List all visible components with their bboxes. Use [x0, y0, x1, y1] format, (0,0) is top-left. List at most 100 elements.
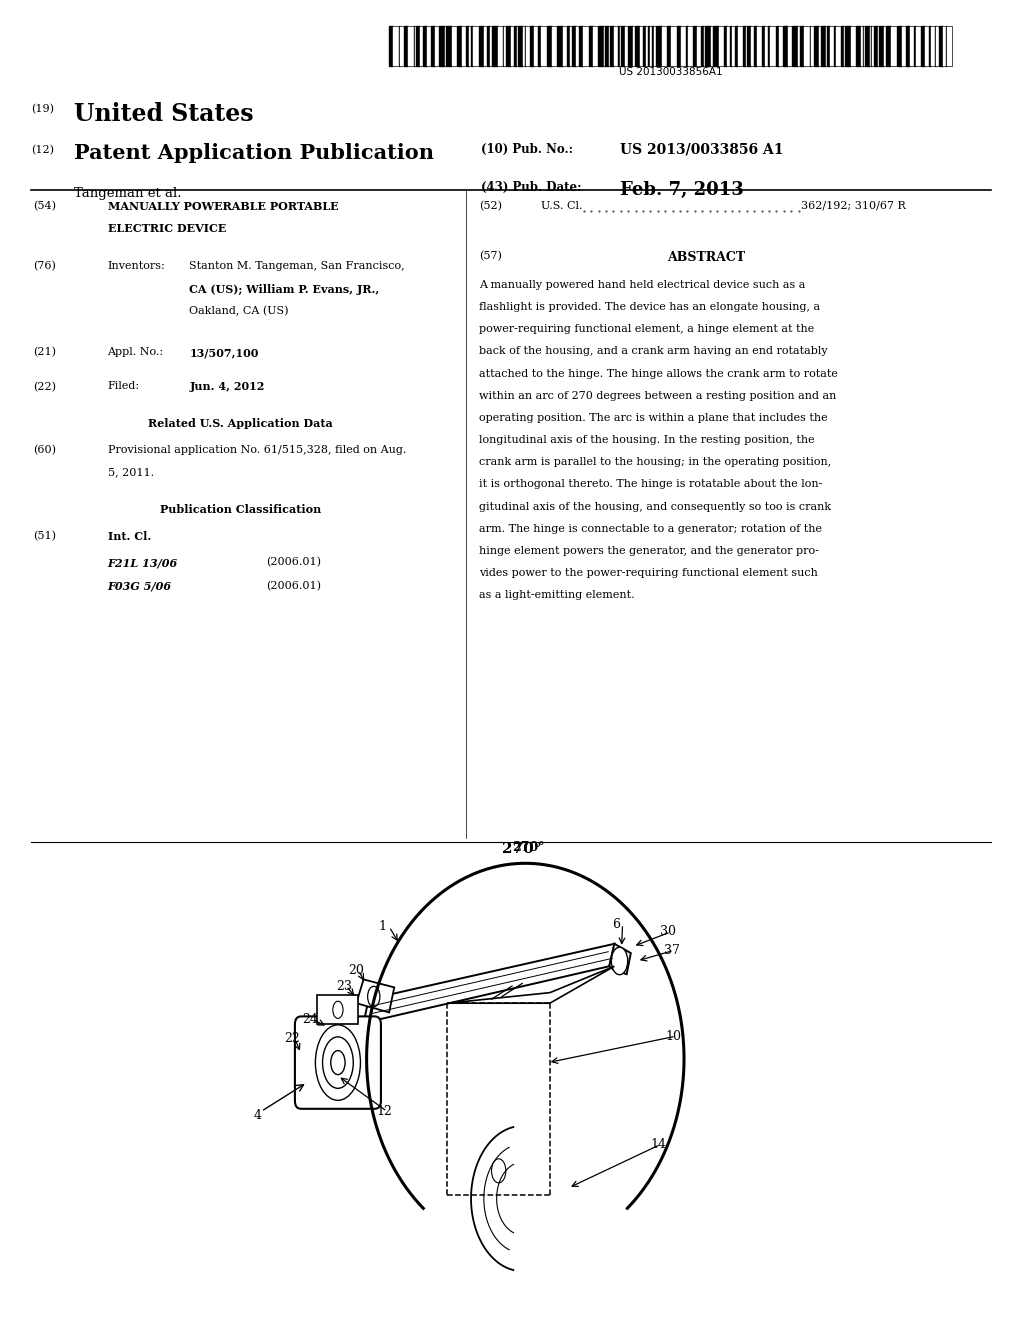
Bar: [885, 26, 886, 66]
Bar: [947, 26, 952, 66]
Text: (76): (76): [33, 261, 55, 272]
Bar: [605, 26, 609, 66]
Text: (60): (60): [33, 445, 55, 455]
Text: 37: 37: [664, 944, 680, 957]
Bar: [835, 26, 836, 66]
Bar: [415, 26, 417, 66]
Bar: [865, 26, 869, 66]
Bar: [845, 26, 851, 66]
Bar: [711, 26, 714, 66]
Polygon shape: [356, 979, 394, 1012]
Text: it is orthogonal thereto. The hinge is rotatable about the lon-: it is orthogonal thereto. The hinge is r…: [479, 479, 822, 490]
Bar: [486, 26, 489, 66]
Bar: [420, 26, 423, 66]
Bar: [567, 26, 569, 66]
Bar: [511, 26, 514, 66]
Bar: [498, 26, 503, 66]
Bar: [939, 26, 943, 66]
Text: (54): (54): [33, 201, 55, 211]
Bar: [389, 26, 393, 66]
Bar: [701, 26, 703, 66]
Bar: [863, 26, 864, 66]
Bar: [873, 26, 878, 66]
Text: Tangeman et al.: Tangeman et al.: [74, 187, 181, 201]
Bar: [653, 26, 656, 66]
Bar: [643, 26, 645, 66]
Bar: [503, 26, 505, 66]
Bar: [417, 26, 420, 66]
Bar: [435, 26, 439, 66]
Bar: [925, 26, 929, 66]
Bar: [514, 26, 517, 66]
Bar: [452, 26, 457, 66]
Bar: [819, 26, 820, 66]
Bar: [746, 26, 748, 66]
Text: (12): (12): [31, 145, 53, 156]
Ellipse shape: [492, 1159, 506, 1183]
Bar: [681, 26, 686, 66]
Bar: [572, 26, 577, 66]
Bar: [748, 26, 752, 66]
Bar: [677, 26, 681, 66]
Bar: [541, 26, 547, 66]
Text: (51): (51): [33, 531, 55, 541]
Ellipse shape: [333, 1001, 343, 1019]
Text: vides power to the power-requiring functional element such: vides power to the power-requiring funct…: [479, 568, 818, 578]
Bar: [444, 26, 446, 66]
Text: Stanton M. Tangeman, San Francisco,: Stanton M. Tangeman, San Francisco,: [189, 261, 406, 272]
Text: 20: 20: [348, 964, 365, 977]
Bar: [752, 26, 755, 66]
Bar: [584, 26, 589, 66]
Polygon shape: [447, 966, 614, 1003]
Bar: [693, 26, 697, 66]
Bar: [697, 26, 701, 66]
Bar: [879, 26, 885, 66]
Bar: [910, 26, 914, 66]
Bar: [427, 26, 431, 66]
Text: 270°: 270°: [512, 841, 545, 854]
Bar: [404, 26, 409, 66]
Bar: [820, 26, 826, 66]
Bar: [768, 26, 770, 66]
Bar: [400, 26, 404, 66]
Ellipse shape: [611, 948, 628, 974]
Bar: [945, 26, 947, 66]
Bar: [463, 26, 467, 66]
Bar: [662, 26, 668, 66]
Bar: [762, 26, 765, 66]
Bar: [870, 26, 872, 66]
Bar: [755, 26, 757, 66]
Text: (2006.01): (2006.01): [266, 557, 322, 568]
Text: 23: 23: [336, 979, 352, 993]
Bar: [830, 26, 835, 66]
Bar: [535, 26, 539, 66]
Bar: [810, 26, 811, 66]
Bar: [656, 26, 662, 66]
Bar: [471, 26, 473, 66]
Bar: [730, 26, 732, 66]
Text: 14: 14: [650, 1138, 667, 1151]
Bar: [603, 26, 605, 66]
Text: (22): (22): [33, 381, 55, 392]
Text: 12: 12: [377, 1105, 393, 1118]
Bar: [776, 26, 778, 66]
Bar: [782, 26, 788, 66]
Bar: [493, 26, 498, 66]
Bar: [788, 26, 793, 66]
Bar: [580, 26, 584, 66]
Bar: [409, 26, 414, 66]
Bar: [640, 26, 643, 66]
Bar: [446, 26, 452, 66]
Text: US 20130033856A1: US 20130033856A1: [618, 67, 723, 78]
Text: 5, 2011.: 5, 2011.: [108, 467, 154, 478]
Bar: [518, 26, 523, 66]
Bar: [414, 26, 415, 66]
Text: 13/507,100: 13/507,100: [189, 347, 259, 358]
Bar: [649, 26, 652, 66]
Text: MANUALLY POWERABLE PORTABLE: MANUALLY POWERABLE PORTABLE: [108, 201, 338, 211]
Text: power-requiring functional element, a hinge element at the: power-requiring functional element, a hi…: [479, 325, 814, 334]
Text: Provisional application No. 61/515,328, filed on Aug.: Provisional application No. 61/515,328, …: [108, 445, 406, 455]
Bar: [765, 26, 768, 66]
Bar: [526, 26, 530, 66]
Bar: [706, 26, 711, 66]
